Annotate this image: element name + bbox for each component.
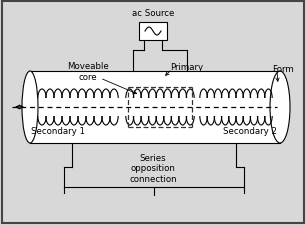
Text: Form: Form xyxy=(272,64,294,73)
Text: Series
opposition
connection: Series opposition connection xyxy=(129,153,177,183)
Ellipse shape xyxy=(270,72,290,143)
Text: Moveable
core: Moveable core xyxy=(67,62,109,81)
Text: Secondary 1: Secondary 1 xyxy=(31,127,85,136)
Text: Secondary 2: Secondary 2 xyxy=(223,127,277,136)
Text: ac Source: ac Source xyxy=(132,9,174,17)
Ellipse shape xyxy=(22,72,38,143)
Bar xyxy=(30,72,280,143)
Text: Primary: Primary xyxy=(170,63,203,72)
Bar xyxy=(139,23,167,41)
